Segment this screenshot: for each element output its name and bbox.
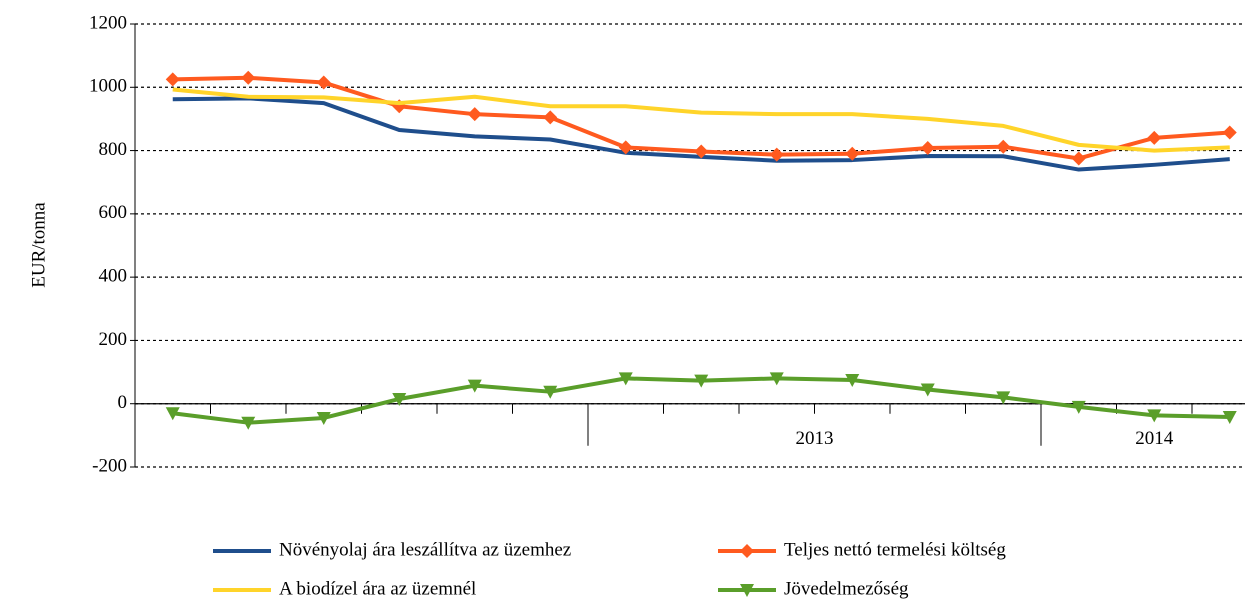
y-tick-label: 600 (99, 202, 128, 223)
point-marker (467, 379, 482, 393)
legend-label: Teljes nettó termelési költség (784, 539, 1006, 560)
point-marker (920, 383, 935, 397)
point-marker (694, 144, 709, 159)
point-marker (1222, 411, 1237, 425)
y-tick-label: 400 (99, 266, 128, 287)
point-marker (165, 407, 180, 421)
point-marker (467, 107, 482, 122)
y-tick-label: 1200 (89, 12, 127, 33)
point-marker (1222, 125, 1237, 140)
point-marker (1147, 130, 1162, 145)
point-marker (920, 141, 935, 156)
point-marker (618, 372, 633, 386)
legend-marker (740, 584, 754, 597)
point-marker (845, 373, 860, 387)
x-group-label: 2014 (1135, 428, 1174, 449)
y-tick-label: 800 (99, 139, 128, 160)
point-marker (241, 416, 256, 430)
point-marker (694, 374, 709, 388)
y-tick-label: 1000 (89, 76, 127, 97)
point-marker (845, 146, 860, 161)
point-marker (241, 70, 256, 85)
legend-label: Jövedelmezőség (784, 578, 909, 599)
point-marker (769, 147, 784, 162)
series-line (172, 87, 1230, 153)
point-marker (543, 110, 558, 125)
point-marker (165, 72, 180, 87)
point-marker (543, 385, 558, 399)
point-marker (1147, 409, 1162, 423)
point-marker (392, 392, 407, 406)
point-marker (316, 75, 331, 90)
legend-label: Növényolaj ára leszállítva az üzemhez (279, 539, 571, 560)
point-marker (1071, 151, 1086, 166)
point-marker (996, 391, 1011, 405)
legend-label: A biodízel ára az üzemnél (279, 578, 476, 599)
x-group-label: 2013 (796, 428, 834, 449)
point-marker (316, 411, 331, 425)
point-marker (1071, 400, 1086, 414)
y-tick-label: 200 (99, 329, 128, 350)
legend-marker (740, 544, 754, 558)
point-marker (618, 140, 633, 155)
y-tick-label: 0 (118, 392, 128, 413)
point-marker (996, 139, 1011, 154)
y-axis-label: EUR/tonna (28, 202, 49, 288)
point-marker (769, 372, 784, 386)
y-tick-label: -200 (92, 455, 127, 476)
